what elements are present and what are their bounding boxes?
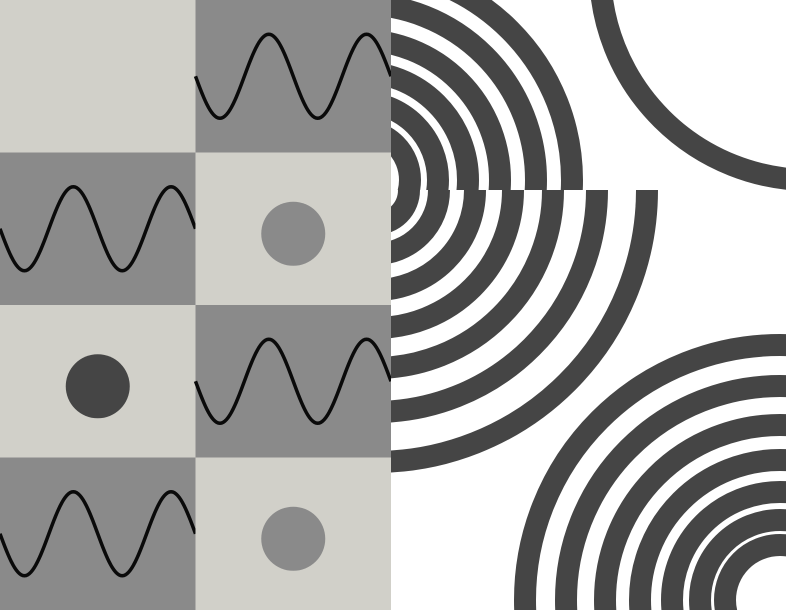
ring — [391, 65, 479, 190]
tile-dot — [195, 457, 392, 610]
tile-dot — [0, 305, 196, 458]
ring — [391, 127, 421, 190]
wave-line — [193, 337, 393, 426]
wave-line — [0, 489, 198, 578]
ring — [449, 0, 583, 190]
ring-group-bottom-right — [514, 334, 786, 610]
ring-group-left-upper — [391, 0, 583, 190]
ring — [594, 414, 786, 610]
wave-line — [193, 32, 393, 121]
ring — [629, 449, 786, 610]
concentric-rings-panel — [391, 0, 786, 610]
ring — [391, 0, 547, 190]
tile-wave — [0, 152, 198, 306]
tile-grid — [0, 0, 393, 610]
dot — [261, 201, 326, 266]
ring — [714, 534, 786, 610]
tile-wave — [0, 457, 198, 610]
ring — [661, 481, 786, 610]
ring — [689, 509, 786, 610]
ring — [391, 96, 449, 190]
ring — [391, 32, 511, 190]
ring — [514, 334, 786, 610]
wave-line — [0, 184, 198, 273]
tile-dot — [195, 152, 392, 306]
dot — [261, 506, 326, 571]
dot — [65, 354, 130, 419]
tile-wave — [193, 0, 393, 153]
ring — [555, 375, 786, 610]
tile-background — [0, 0, 196, 153]
tile-blank — [0, 0, 196, 153]
tile-wave — [193, 305, 393, 458]
